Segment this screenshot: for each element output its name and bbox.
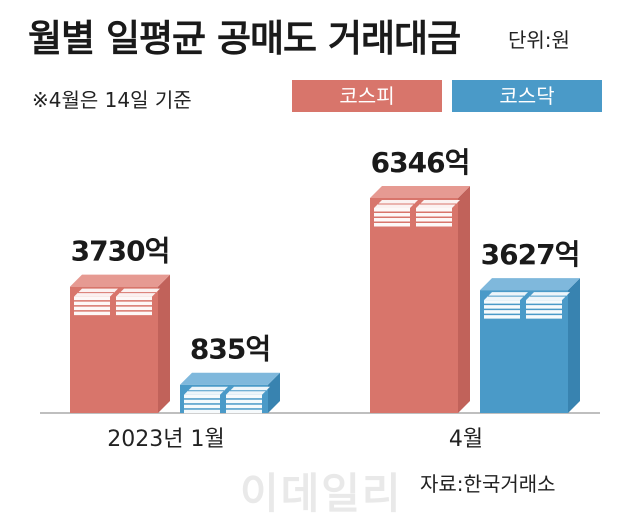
kospi-bar-2 bbox=[370, 186, 470, 413]
kosdaq-bar-1-value-label: 835억 bbox=[190, 333, 270, 366]
legend-label-kospi: 코스피 bbox=[339, 84, 395, 108]
source-label: 자료:한국거래소 bbox=[420, 472, 556, 496]
kosdaq-bar-2-bill-stack-icon bbox=[484, 292, 570, 319]
kospi-bar-1 bbox=[70, 274, 170, 413]
watermark: 이데일리 bbox=[240, 469, 403, 518]
unit-label: 단위:원 bbox=[508, 28, 570, 52]
kospi-bar-2-value-label: 6346억 bbox=[371, 146, 470, 179]
chart-title: 월별 일평균 공매도 거래대금 bbox=[28, 17, 461, 60]
legend-label-kosdaq: 코스닥 bbox=[499, 84, 555, 108]
kospi-bar-1-value-label: 3730억 bbox=[71, 235, 170, 268]
category-label-2: 4월 bbox=[449, 427, 483, 452]
legend-swatch-kospi bbox=[292, 80, 442, 112]
kosdaq-bar-2-value-label: 3627억 bbox=[481, 238, 580, 271]
date-note: ※4월은 14일 기준 bbox=[32, 88, 192, 112]
kosdaq-bar-1-bill-stack-icon bbox=[184, 386, 270, 414]
kospi-bar-1-bill-stack-icon bbox=[74, 288, 160, 316]
kospi-bar-2-bill-stack-icon bbox=[374, 200, 460, 227]
legend-swatch-kosdaq bbox=[452, 80, 602, 112]
category-label-1: 2023년 1월 bbox=[107, 427, 224, 452]
